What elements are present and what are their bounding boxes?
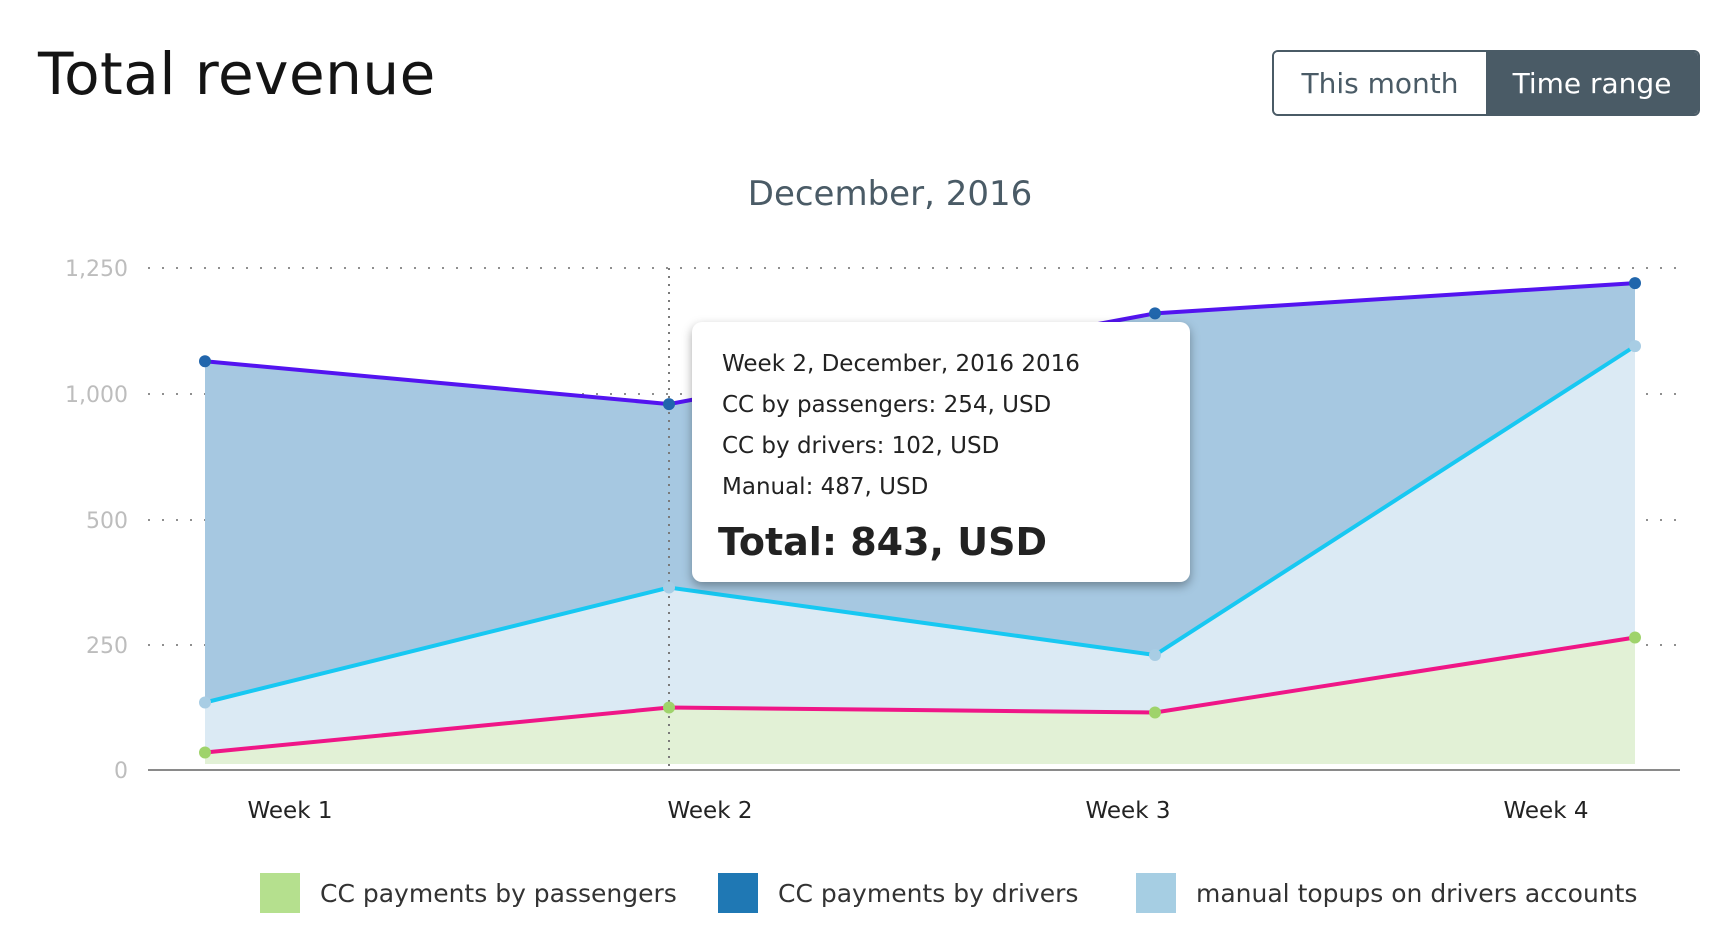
data-point — [1629, 277, 1641, 290]
chart-title: December, 2016 — [747, 174, 1033, 214]
legend-swatch — [260, 873, 300, 913]
data-point — [1149, 706, 1161, 719]
x-tick-label: Week 4 — [1504, 798, 1589, 824]
tooltip-line: CC by drivers: 102, USD — [722, 433, 1000, 459]
time-range-button[interactable]: Time range — [1486, 52, 1698, 114]
data-point — [199, 696, 211, 709]
x-tick-label: Week 2 — [668, 798, 753, 824]
series-line — [204, 635, 1636, 755]
series-area — [205, 637, 1635, 764]
data-point — [663, 398, 675, 411]
data-point — [663, 701, 675, 714]
data-point — [1629, 631, 1641, 644]
legend-item-passengers[interactable]: CC payments by passengers — [260, 872, 677, 914]
y-tick-label: 500 — [86, 509, 128, 534]
tooltip-line: CC by passengers: 254, USD — [722, 392, 1052, 418]
legend-item-drivers[interactable]: CC payments by drivers — [718, 872, 1078, 914]
legend-item-manual-topups[interactable]: manual topups on drivers accounts — [1136, 872, 1637, 914]
data-point — [1149, 649, 1161, 661]
y-tick-label: 1,000 — [65, 383, 128, 408]
x-tick-label: Week 1 — [248, 798, 333, 824]
series-area — [205, 346, 1635, 764]
legend-label: CC payments by passengers — [320, 878, 677, 908]
series-line — [204, 344, 1637, 705]
chart-tooltip: Week 2, December, 2016 2016 CC by passen… — [692, 322, 1190, 582]
tooltip-line: Manual: 487, USD — [722, 474, 929, 500]
legend-label: manual topups on drivers accounts — [1196, 878, 1638, 908]
this-month-button[interactable]: This month — [1274, 52, 1486, 114]
y-tick-label: 250 — [86, 634, 128, 659]
legend-swatch — [718, 873, 758, 913]
tooltip-title: Week 2, December, 2016 2016 — [722, 351, 1080, 377]
page-title: Total revenue — [38, 40, 436, 108]
legend-label: CC payments by drivers — [778, 878, 1079, 908]
data-point — [199, 355, 211, 368]
tooltip-total: Total: 843, USD — [718, 520, 1047, 564]
legend-swatch — [1136, 873, 1176, 913]
data-point — [1149, 307, 1161, 320]
data-point — [663, 581, 675, 594]
data-point — [1629, 340, 1641, 353]
period-toggle: This month Time range — [1272, 50, 1700, 116]
y-tick-label: 1,250 — [65, 257, 128, 282]
data-point — [199, 746, 211, 759]
y-tick-label: 0 — [114, 759, 128, 784]
x-tick-label: Week 3 — [1086, 798, 1171, 824]
